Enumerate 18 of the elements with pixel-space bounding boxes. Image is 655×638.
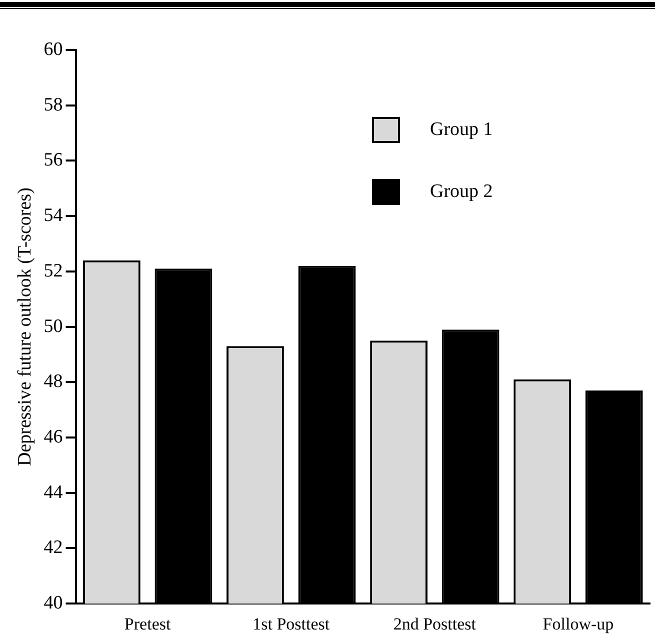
y-tick-label: 50 — [44, 316, 63, 337]
x-tick-label: 1st Posttest — [252, 614, 330, 634]
x-tick-label: Pretest — [124, 614, 171, 634]
y-tick-label: 56 — [44, 150, 63, 171]
y-axis-title: Depressive future outlook (T-scores) — [14, 188, 36, 466]
y-tick-label: 60 — [44, 38, 63, 60]
y-tick-label: 40 — [44, 592, 63, 614]
legend-label: Group 2 — [430, 181, 493, 203]
y-tick-label: 46 — [44, 426, 63, 448]
x-tick-label: Follow-up — [542, 614, 614, 634]
y-tick-label: 54 — [44, 205, 64, 226]
y-tick-label: 42 — [44, 537, 63, 558]
x-tick-label: 2nd Posttest — [393, 614, 476, 634]
legend-label: Group 1 — [430, 119, 493, 141]
y-tick-label: 44 — [44, 482, 64, 503]
y-tick-label: 48 — [44, 371, 63, 392]
y-tick-label: 52 — [44, 260, 63, 282]
y-tick-label: 58 — [44, 94, 63, 116]
